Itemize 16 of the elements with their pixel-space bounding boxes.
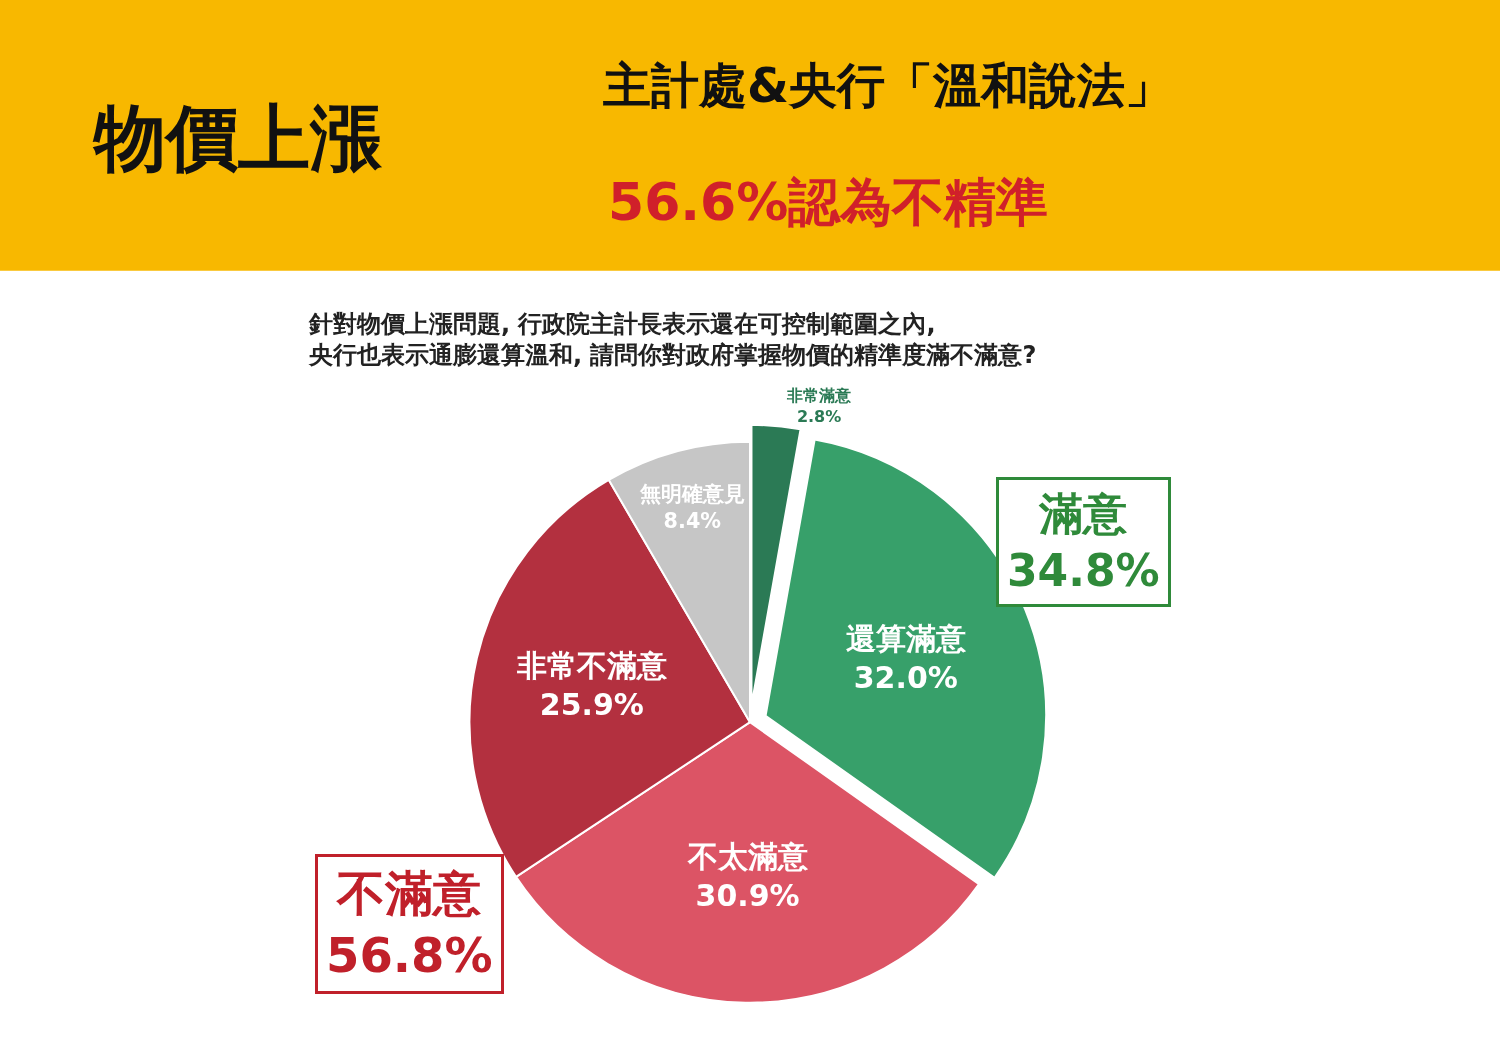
data-label: 25.9%: [539, 687, 644, 723]
data-label: 8.4%: [663, 509, 722, 534]
slice-label: 非常滿意: [786, 386, 853, 406]
data-label: 32.0%: [853, 660, 958, 695]
slice-label: 無明確意見: [638, 482, 745, 507]
data-label: 30.9%: [695, 877, 800, 913]
text: 針對物價上漲問題, 行政院主計長表示還在可控制範圍之內, 央行也表示通膨還算溫和, 請問你對政府掌握物價的精準度滿不滿意?: [308, 310, 1037, 370]
slice-label: 非常不滿意: [515, 648, 668, 684]
text: 不滿意 56.8%: [326, 865, 493, 984]
slice-label: 還算滿意: [845, 621, 967, 656]
chart-title: 物價上漲: [92, 96, 383, 180]
text: 56.6%認為不精準: [608, 172, 1049, 232]
data-label: 2.8%: [796, 407, 842, 427]
chart-subtitle: 主計處&央行「溫和說法」: [602, 57, 1173, 113]
text: 滿意 34.8%: [1007, 488, 1160, 597]
slice-label: 不太滿意: [686, 838, 809, 874]
